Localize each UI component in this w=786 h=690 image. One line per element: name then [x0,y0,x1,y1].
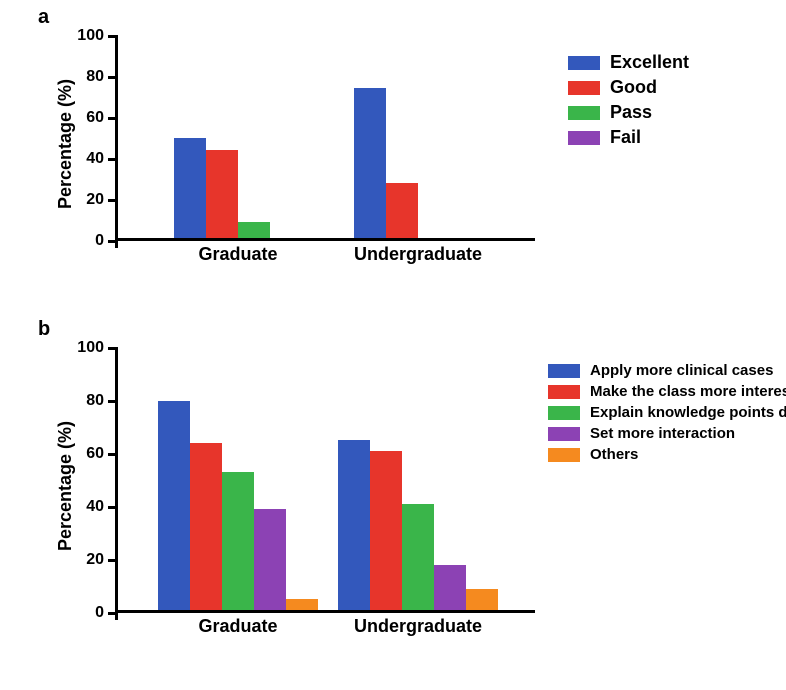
y-tick-label: 60 [86,445,104,463]
y-tick-label: 100 [77,27,104,45]
legend-swatch [568,56,600,70]
legend-item: Pass [568,102,689,123]
x-tick-label: Graduate [198,616,277,637]
panel-a-ylabel: Percentage (%) [55,78,76,208]
y-tick-label: 40 [86,498,104,516]
panel-a-plot: 020406080100 GraduateUndergraduate [115,36,535,241]
legend-text: Others [590,446,638,463]
panel-b-plot: 020406080100 GraduateUndergraduate [115,348,535,613]
x-tick-label: Undergraduate [354,616,482,637]
y-tick [108,506,118,509]
figure: a 020406080100 GraduateUndergraduate Per… [0,0,786,690]
bar [238,222,270,238]
legend-swatch [548,427,580,441]
bar [158,401,190,610]
legend-text: Good [610,77,657,98]
panel-b-legend: Apply more clinical cases Make the class … [548,362,786,467]
legend-item: Excellent [568,52,689,73]
y-tick-label: 0 [95,604,104,622]
legend-text: Apply more clinical cases [590,362,773,379]
bar [402,504,434,610]
bar [466,589,498,610]
y-tick-label: 20 [86,551,104,569]
y-tick [108,400,118,403]
y-tick [108,199,118,202]
legend-text: Set more interaction [590,425,735,442]
legend-item: Explain knowledge points deeply [548,404,786,421]
y-tick-label: 80 [86,392,104,410]
legend-item: Fail [568,127,689,148]
legend-text: Explain knowledge points deeply [590,404,786,421]
panel-a-label: a [38,6,49,29]
bar [434,565,466,610]
legend-item: Others [548,446,786,463]
y-tick-label: 40 [86,150,104,168]
y-tick-label: 0 [95,232,104,250]
legend-swatch [548,364,580,378]
legend-item: Make the class more interesting [548,383,786,400]
legend-swatch [548,448,580,462]
y-tick [108,117,118,120]
panel-b-ylabel: Percentage (%) [55,420,76,550]
legend-swatch [548,385,580,399]
y-tick-label: 100 [77,339,104,357]
legend-text: Fail [610,127,641,148]
bar [386,183,418,238]
y-tick [108,559,118,562]
x-tick-label: Graduate [198,244,277,265]
legend-item: Apply more clinical cases [548,362,786,379]
legend-item: Set more interaction [548,425,786,442]
legend-item: Good [568,77,689,98]
bar [254,509,286,610]
legend-swatch [568,81,600,95]
panel-a-legend: Excellent Good Pass Fail [568,52,689,152]
y-tick [108,35,118,38]
bar [190,443,222,610]
bar [206,150,238,238]
legend-swatch [568,131,600,145]
bar [174,138,206,238]
panel-b-label: b [38,318,50,341]
bar [222,472,254,610]
bar [354,88,386,238]
bar [370,451,402,610]
x-origin-tick [115,610,118,620]
y-tick [108,158,118,161]
legend-text: Pass [610,102,652,123]
y-tick [108,453,118,456]
legend-text: Excellent [610,52,689,73]
y-tick-label: 80 [86,68,104,86]
legend-swatch [568,106,600,120]
x-origin-tick [115,238,118,248]
y-tick-label: 20 [86,191,104,209]
bar [286,599,318,610]
legend-text: Make the class more interesting [590,383,786,400]
y-tick [108,347,118,350]
y-tick-label: 60 [86,109,104,127]
x-tick-label: Undergraduate [354,244,482,265]
legend-swatch [548,406,580,420]
y-tick [108,76,118,79]
bar [338,440,370,610]
